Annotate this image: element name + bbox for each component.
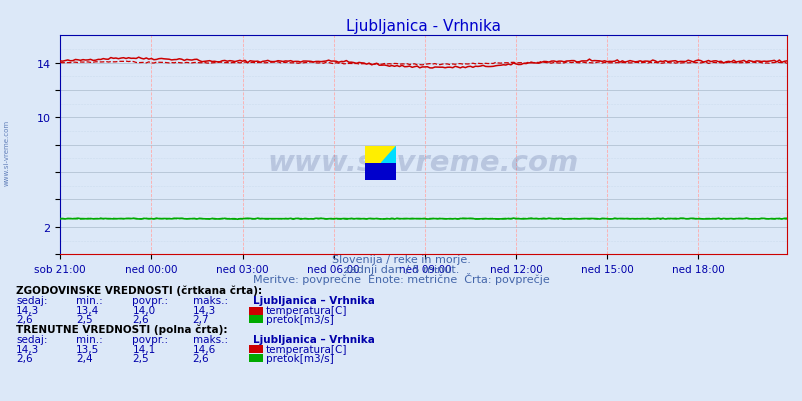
Text: 2,4: 2,4	[76, 353, 93, 363]
Text: 14,0: 14,0	[132, 306, 156, 316]
Polygon shape	[380, 146, 395, 164]
Text: sedaj:: sedaj:	[16, 334, 47, 344]
Text: Ljubljanica – Vrhnika: Ljubljanica – Vrhnika	[253, 296, 375, 306]
Text: sedaj:: sedaj:	[16, 296, 47, 306]
Text: 14,3: 14,3	[16, 344, 39, 354]
Text: www.si-vreme.com: www.si-vreme.com	[3, 119, 10, 185]
Text: Ljubljanica – Vrhnika: Ljubljanica – Vrhnika	[253, 334, 375, 344]
Text: min.:: min.:	[76, 334, 103, 344]
Text: povpr.:: povpr.:	[132, 296, 168, 306]
Text: Meritve: povprečne  Enote: metrične  Črta: povprečje: Meritve: povprečne Enote: metrične Črta:…	[253, 273, 549, 285]
Text: 2,5: 2,5	[132, 353, 149, 363]
Text: maks.:: maks.:	[192, 296, 228, 306]
Text: 2,6: 2,6	[16, 353, 33, 363]
Text: temperatura[C]: temperatura[C]	[265, 344, 346, 354]
Text: 14,1: 14,1	[132, 344, 156, 354]
Text: Slovenija / reke in morje.: Slovenija / reke in morje.	[332, 255, 470, 265]
Polygon shape	[380, 146, 395, 164]
Text: min.:: min.:	[76, 296, 103, 306]
Text: 2,7: 2,7	[192, 314, 209, 324]
Text: 2,6: 2,6	[192, 353, 209, 363]
Bar	[380, 146, 395, 164]
Text: temperatura[C]: temperatura[C]	[265, 306, 346, 316]
Bar	[380, 164, 395, 180]
Bar	[365, 164, 380, 180]
Title: Ljubljanica - Vrhnika: Ljubljanica - Vrhnika	[346, 18, 500, 34]
Text: 14,6: 14,6	[192, 344, 216, 354]
Polygon shape	[380, 164, 395, 180]
Text: maks.:: maks.:	[192, 334, 228, 344]
Text: 14,3: 14,3	[192, 306, 216, 316]
Text: ZGODOVINSKE VREDNOSTI (črtkana črta):: ZGODOVINSKE VREDNOSTI (črtkana črta):	[16, 285, 262, 296]
Text: 2,5: 2,5	[76, 314, 93, 324]
Text: pretok[m3/s]: pretok[m3/s]	[265, 353, 333, 363]
Text: pretok[m3/s]: pretok[m3/s]	[265, 314, 333, 324]
Text: 2,6: 2,6	[132, 314, 149, 324]
Text: www.si-vreme.com: www.si-vreme.com	[268, 149, 578, 177]
Text: povpr.:: povpr.:	[132, 334, 168, 344]
Bar	[365, 146, 380, 164]
Text: 13,4: 13,4	[76, 306, 99, 316]
Text: 14,3: 14,3	[16, 306, 39, 316]
Text: zadnji dan / 5 minut.: zadnji dan / 5 minut.	[343, 265, 459, 275]
Text: TRENUTNE VREDNOSTI (polna črta):: TRENUTNE VREDNOSTI (polna črta):	[16, 324, 227, 334]
Text: 13,5: 13,5	[76, 344, 99, 354]
Text: 2,6: 2,6	[16, 314, 33, 324]
